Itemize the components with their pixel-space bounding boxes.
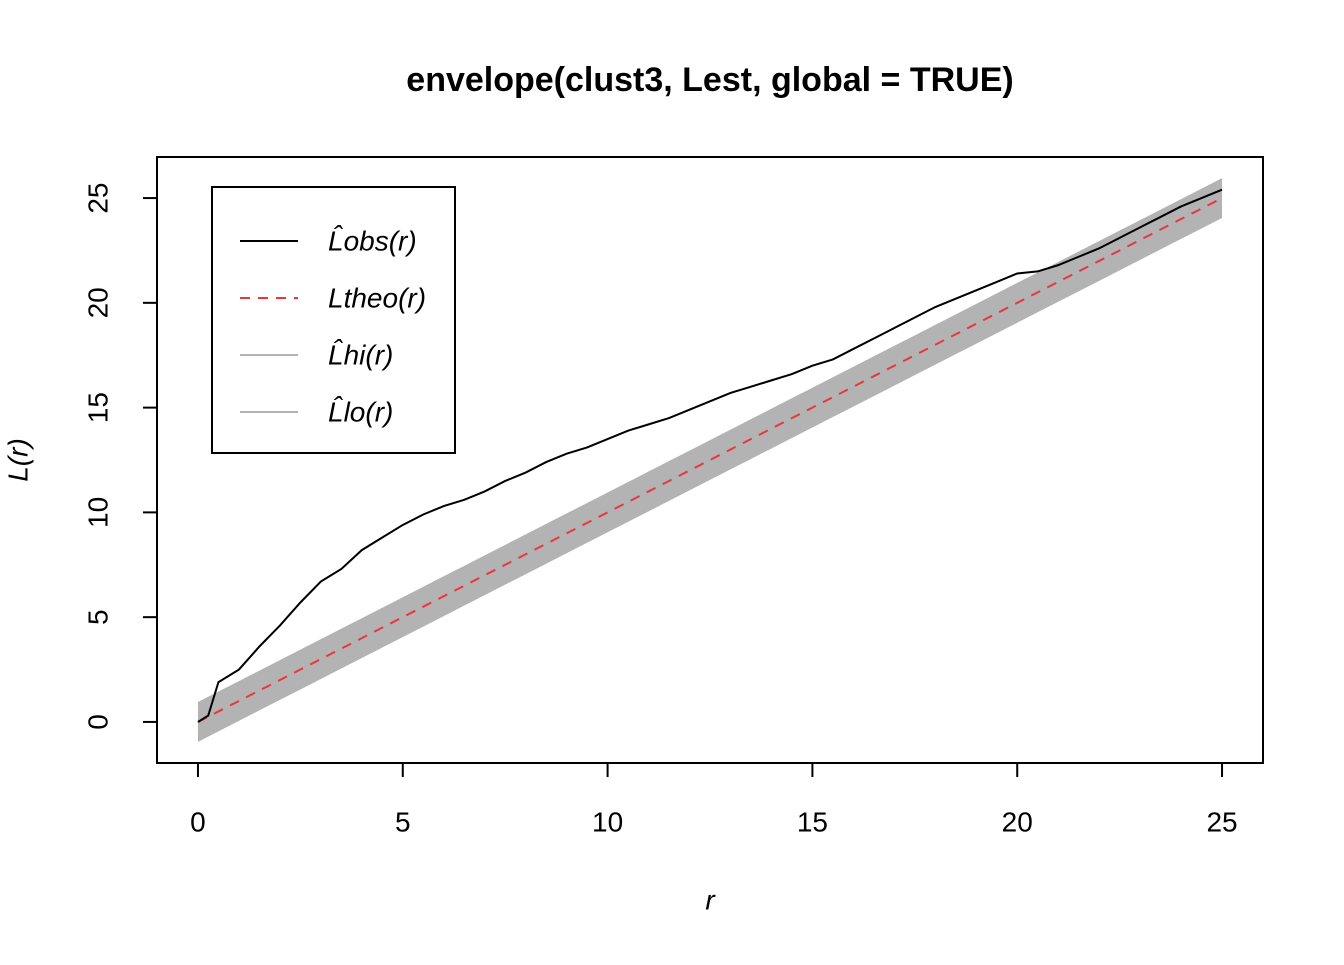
y-tick-label: 10 <box>82 497 113 528</box>
series-line <box>197 197 1223 723</box>
envelope-band <box>197 178 1223 742</box>
x-tick-label: 10 <box>592 806 623 837</box>
x-tick-label: 25 <box>1206 806 1237 837</box>
chart-title: envelope(clust3, Lest, global = TRUE) <box>406 61 1013 99</box>
x-tick-label: 20 <box>1002 806 1033 837</box>
legend-label: Ltheo(r) <box>328 282 426 313</box>
plot-frame <box>156 156 1264 764</box>
series-line <box>197 188 1223 723</box>
y-tick-label: 15 <box>82 392 113 423</box>
legend-label: L̂hi(r) <box>328 339 393 370</box>
legend-box <box>211 186 456 454</box>
legend-label: L̂lo(r) <box>328 396 393 427</box>
y-tick-label: 25 <box>82 182 113 213</box>
x-tick-label: 15 <box>797 806 828 837</box>
x-tick-label: 0 <box>190 806 206 837</box>
y-axis-label: L(r) <box>2 438 33 482</box>
y-tick-label: 20 <box>82 287 113 318</box>
x-tick-label: 5 <box>395 806 411 837</box>
y-tick-label: 0 <box>82 714 113 730</box>
y-tick-label: 5 <box>82 609 113 625</box>
x-axis-label: r <box>705 884 716 915</box>
legend-label: L̂obs(r) <box>328 225 417 256</box>
